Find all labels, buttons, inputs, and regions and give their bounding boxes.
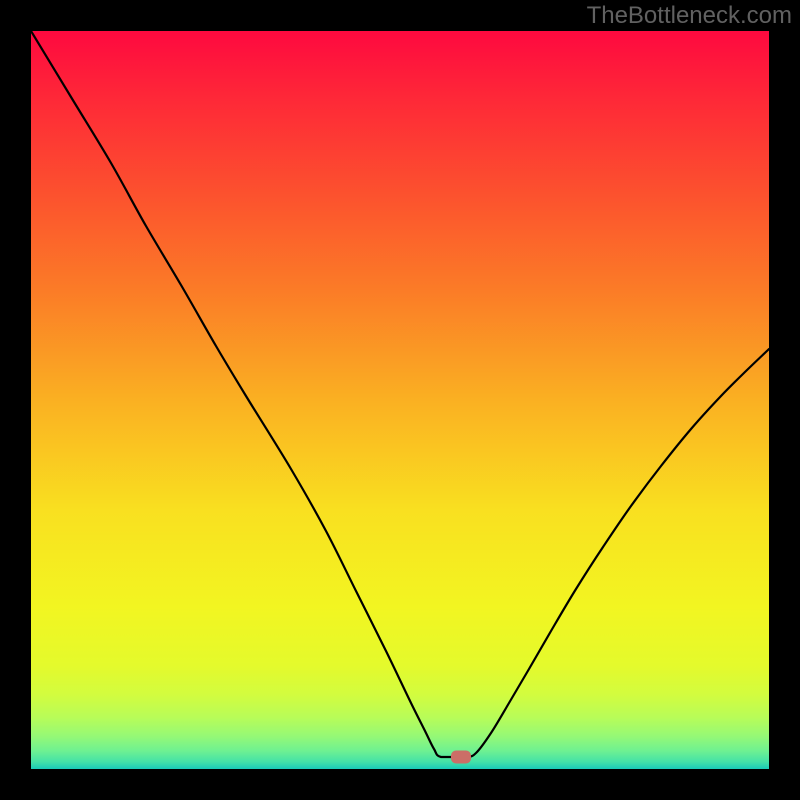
watermark-text: TheBottleneck.com [587, 2, 792, 30]
optimal-point-marker [451, 751, 471, 764]
plot-svg [31, 31, 769, 769]
chart-frame: TheBottleneck.com [0, 0, 800, 800]
gradient-background [31, 31, 769, 769]
plot-area [31, 31, 769, 769]
